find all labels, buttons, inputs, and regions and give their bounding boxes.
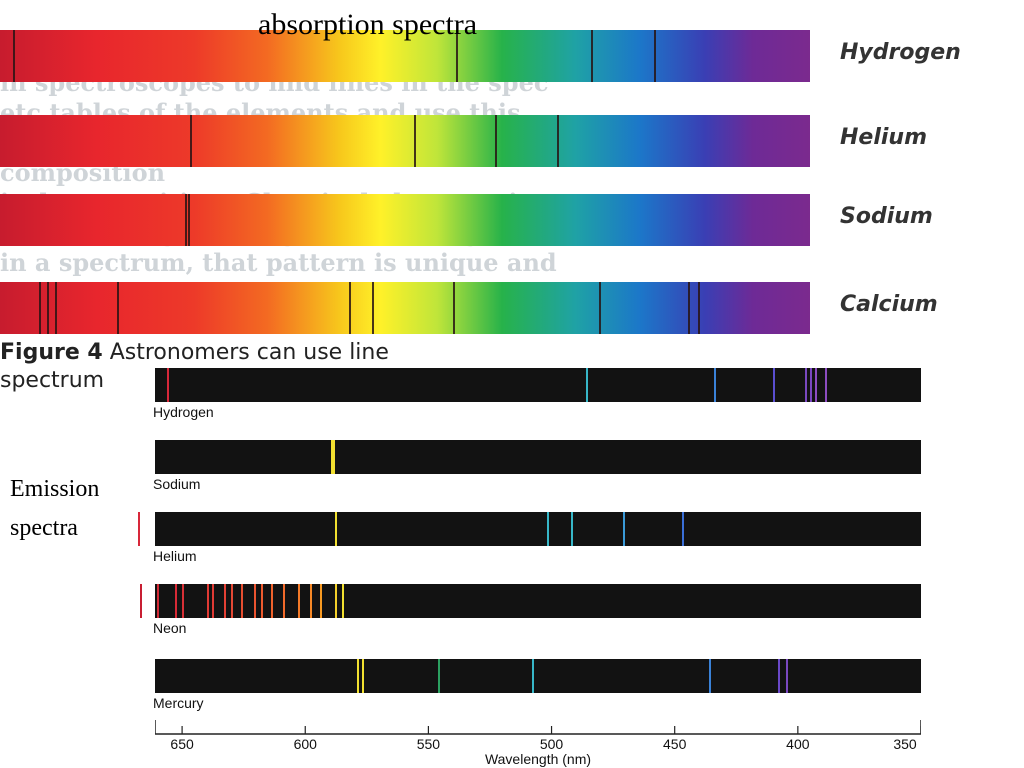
- absorption-line: [117, 282, 120, 334]
- emission-line: [310, 584, 313, 618]
- absorption-line: [591, 30, 594, 82]
- emission-line: [167, 368, 170, 402]
- absorption-line: [557, 115, 560, 167]
- absorption-line: [46, 282, 49, 334]
- absorption-line: [687, 282, 690, 334]
- emission-line: [438, 659, 441, 693]
- emission-line: [157, 584, 160, 618]
- emission-line: [140, 584, 143, 618]
- emission-line: [622, 512, 625, 546]
- emission-line: [342, 584, 345, 618]
- emission-label-sodium: Sodium: [153, 476, 201, 492]
- emission-line: [334, 584, 337, 618]
- emission-line: [334, 512, 337, 546]
- emission-line: [824, 368, 827, 402]
- axis-tick-label: 500: [540, 736, 564, 752]
- emission-line: [206, 584, 209, 618]
- absorption-line: [455, 30, 458, 82]
- absorption-strip-sodium: [0, 194, 810, 246]
- absorption-label-hydrogen: Hydrogen: [840, 40, 961, 65]
- emission-label-hydrogen: Hydrogen: [153, 404, 214, 420]
- background-text-line: in a spectrum, that pattern is unique an…: [0, 248, 557, 277]
- emission-label-line2: spectra: [10, 515, 78, 541]
- absorption-line: [372, 282, 375, 334]
- emission-line: [270, 584, 273, 618]
- absorption-line: [184, 194, 187, 246]
- emission-label-line1: Emission: [10, 476, 100, 502]
- emission-line: [356, 659, 359, 693]
- absorption-strip-hydrogen: [0, 30, 810, 82]
- absorption-line: [414, 115, 417, 167]
- emission-line: [330, 440, 333, 474]
- axis-label: Wavelength (nm): [485, 751, 591, 767]
- emission-strip-helium: [137, 512, 921, 546]
- emission-line: [333, 440, 336, 474]
- emission-line: [785, 659, 788, 693]
- emission-line: [231, 584, 234, 618]
- figure-number: Figure 4: [0, 340, 103, 365]
- emission-line: [211, 584, 214, 618]
- absorption-line: [349, 282, 351, 334]
- axis-tick-label: 350: [893, 736, 917, 752]
- axis-tick-label: 400: [786, 736, 810, 752]
- absorption-title: absorption spectra: [258, 8, 478, 41]
- axis-tick-label: 650: [170, 736, 194, 752]
- figure-caption-text: Astronomers can use line: [109, 340, 389, 365]
- absorption-label-helium: Helium: [840, 125, 928, 150]
- absorption-line: [653, 30, 656, 82]
- emission-line: [297, 584, 300, 618]
- emission-line: [174, 584, 177, 618]
- emission-line: [815, 368, 818, 402]
- emission-line: [320, 584, 323, 618]
- axis-tick-label: 550: [417, 736, 441, 752]
- absorption-line: [54, 282, 57, 334]
- emission-label-neon: Neon: [153, 620, 187, 636]
- emission-line: [571, 512, 574, 546]
- emission-label: Emission spectra: [10, 470, 150, 548]
- emission-line: [253, 584, 256, 618]
- figure-caption-line2: spectrum: [0, 368, 105, 393]
- emission-line: [361, 659, 364, 693]
- emission-line: [714, 368, 717, 402]
- absorption-label-calcium: Calcium: [840, 292, 938, 317]
- emission-line: [137, 512, 140, 546]
- absorption-line: [190, 115, 193, 167]
- emission-line: [260, 584, 263, 618]
- figure-caption: Figure 4 Astronomers can use line: [0, 340, 389, 365]
- absorption-line: [599, 282, 602, 334]
- emission-label-mercury: Mercury: [153, 695, 204, 711]
- absorption-line: [453, 282, 456, 334]
- emission-line: [773, 368, 776, 402]
- absorption-line: [698, 282, 700, 334]
- emission-strip-neon: [140, 584, 921, 618]
- absorption-line: [39, 282, 42, 334]
- emission-strip-sodium: [155, 440, 921, 474]
- absorption-line: [13, 30, 16, 82]
- emission-line: [586, 368, 589, 402]
- axis-tick-label: 450: [663, 736, 687, 752]
- emission-line: [778, 659, 781, 693]
- emission-line: [241, 584, 244, 618]
- emission-line: [810, 368, 813, 402]
- emission-strip-mercury: [155, 659, 921, 693]
- emission-label-helium: Helium: [153, 548, 197, 564]
- absorption-strip-calcium: [0, 282, 810, 334]
- emission-line: [223, 584, 226, 618]
- emission-line: [531, 659, 534, 693]
- emission-line: [182, 584, 185, 618]
- emission-line: [283, 584, 286, 618]
- axis-tick-label: 600: [294, 736, 318, 752]
- absorption-label-sodium: Sodium: [840, 204, 933, 229]
- emission-line: [546, 512, 549, 546]
- absorption-strip-helium: [0, 115, 810, 167]
- absorption-line: [187, 194, 190, 246]
- emission-strip-hydrogen: [155, 368, 921, 402]
- wavelength-axis: 650 600 550 500 450 400 350 Wavelength (nm): [155, 720, 921, 767]
- absorption-line: [494, 115, 497, 167]
- emission-line: [805, 368, 808, 402]
- emission-line: [682, 512, 685, 546]
- emission-line: [709, 659, 712, 693]
